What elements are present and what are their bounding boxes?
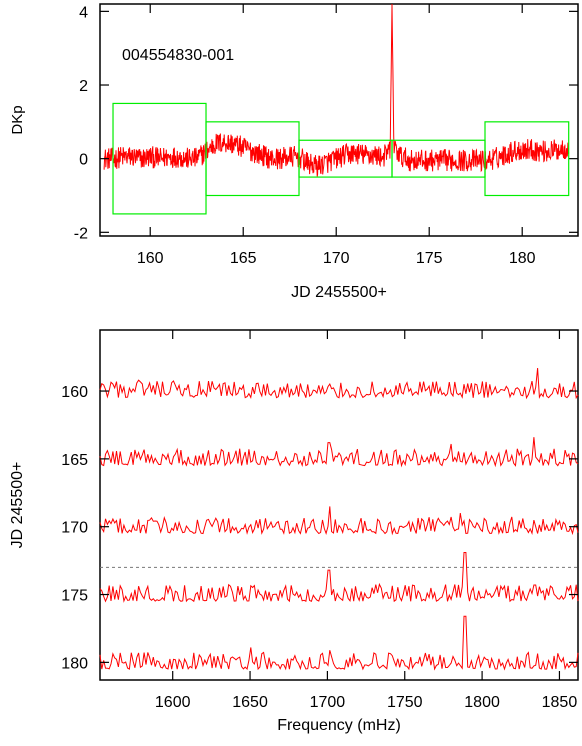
light-curve-plot-frame bbox=[99, 3, 579, 237]
power-spectrum-line bbox=[99, 615, 579, 671]
power-spectrum-x-tick-label: 1850 bbox=[542, 694, 578, 711]
light-curve-x-axis-label: JD 2455500+ bbox=[291, 284, 387, 301]
window-box bbox=[484, 121, 570, 197]
light-curve-ticks: 160 165 170 175 180 -2 0 2 4 bbox=[74, 4, 578, 267]
power-spectrum-y-tick-label: 160 bbox=[61, 384, 88, 401]
light-curve-chart: 160 165 170 175 180 -2 0 2 4 004554830-001 JD 24… bbox=[9, 3, 579, 301]
light-curve-x-tick-label: 160 bbox=[137, 250, 164, 267]
power-spectrum-ticks: 1600 1650 1700 1750 1800 1850 160 165 170 175 180 bbox=[61, 330, 578, 711]
light-curve-x-tick-label: 175 bbox=[416, 250, 443, 267]
light-curve-series bbox=[103, 3, 570, 177]
power-spectrum-line bbox=[99, 552, 579, 603]
power-spectrum-line bbox=[99, 506, 579, 536]
power-spectrum-x-tick-label: 1650 bbox=[232, 694, 268, 711]
power-spectrum-x-tick-label: 1700 bbox=[310, 694, 346, 711]
light-curve-y-axis-label: DKp bbox=[9, 105, 26, 134]
power-spectrum-x-tick-label: 1750 bbox=[387, 694, 423, 711]
light-curve-y-tick-label: 0 bbox=[79, 152, 88, 169]
light-curve-y-tick-label: -2 bbox=[74, 225, 88, 242]
light-curve-y-tick-label: 4 bbox=[79, 4, 88, 21]
light-curve-x-tick-label: 180 bbox=[509, 250, 536, 267]
light-curve-y-tick-label: 2 bbox=[79, 78, 88, 95]
power-spectrum-x-tick-label: 1600 bbox=[155, 694, 191, 711]
power-spectrum-line bbox=[99, 437, 579, 468]
light-curve-line bbox=[103, 3, 570, 177]
power-spectrum-chart: 1600 1650 1700 1750 1800 1850160165170175180 … bbox=[9, 329, 579, 734]
power-spectrum-y-tick-label: 180 bbox=[61, 655, 88, 672]
light-curve-x-tick-label: 170 bbox=[323, 250, 350, 267]
power-spectrum-plot-frame bbox=[99, 329, 579, 681]
star-id-annotation: 004554830-001 bbox=[122, 47, 234, 64]
power-spectrum-y-tick-label: 175 bbox=[61, 588, 88, 605]
power-spectrum-line bbox=[99, 367, 579, 400]
power-spectrum-y-tick-label: 165 bbox=[61, 452, 88, 469]
power-spectrum-y-axis-label: JD 245500+ bbox=[9, 462, 26, 549]
power-spectrum-series bbox=[99, 367, 579, 671]
power-spectrum-y-tick-label: 170 bbox=[61, 520, 88, 537]
light-curve-x-tick-label: 165 bbox=[230, 250, 257, 267]
power-spectrum-x-tick-label: 1800 bbox=[464, 694, 500, 711]
window-boxes bbox=[112, 102, 570, 215]
power-spectrum-x-axis-label: Frequency (mHz) bbox=[277, 717, 401, 734]
